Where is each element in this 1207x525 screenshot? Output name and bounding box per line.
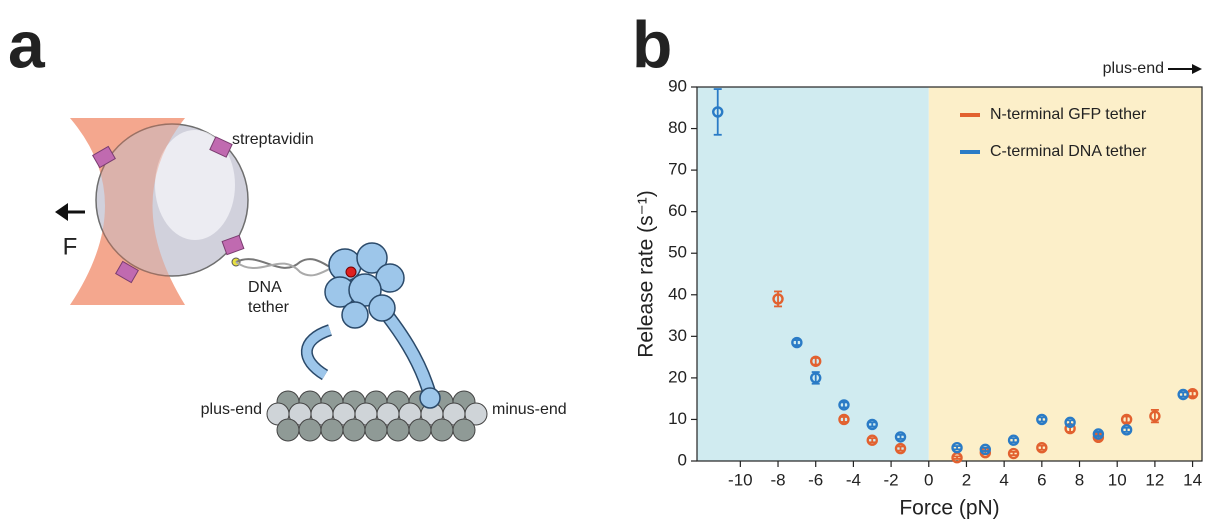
y-tick-label: 80 [668, 118, 687, 137]
x-tick-label: 8 [1075, 470, 1084, 489]
y-tick-label: 40 [668, 284, 687, 303]
bead-highlight [155, 130, 235, 240]
annotation: plus-end [1103, 60, 1164, 77]
point [1149, 410, 1161, 422]
x-tick-label: -8 [770, 470, 785, 489]
diagram: F streptavidin DNA tether plus-end [55, 118, 567, 442]
y-tick-label: 70 [668, 160, 687, 179]
point [1036, 413, 1048, 426]
point [712, 106, 724, 118]
attachment [345, 266, 357, 278]
panel-label: a [8, 7, 46, 81]
x-tick-label: 10 [1108, 470, 1127, 489]
x-tick-label: -2 [884, 470, 899, 489]
chart: 0 10 20 30 40 50 60 70 80 90 -10 -8 -6 -4 -2 0 2 4 6 8 10 12 1… [635, 60, 1203, 520]
point [1007, 434, 1020, 446]
y-tick-label: 20 [668, 367, 687, 386]
legend-label: C-terminal DNA tether [990, 143, 1147, 160]
streptavidin-label: streptavidin [232, 131, 314, 148]
x-tick-label: 12 [1145, 470, 1164, 489]
force-arrow [55, 203, 68, 221]
x-tick-label: 0 [924, 470, 933, 489]
point [772, 293, 784, 305]
tether-label: DNA [248, 279, 282, 296]
end-label: minus-end [492, 401, 567, 418]
point [1064, 416, 1076, 429]
point [1036, 442, 1048, 454]
point [838, 399, 850, 411]
point [951, 442, 963, 454]
y-tick-label: 60 [668, 201, 687, 220]
y-axis-label: Release rate (s⁻¹) [635, 190, 658, 357]
x-tick-label: 6 [1037, 470, 1046, 489]
y-tick-label: 0 [678, 450, 687, 469]
point [810, 372, 822, 384]
tether-label: tether [248, 299, 290, 316]
region-shading [928, 87, 1202, 461]
point [979, 443, 992, 456]
x-axis-label: Force (pN) [899, 497, 999, 520]
legend-label: N-terminal GFP tether [990, 106, 1147, 123]
region-shading [697, 87, 929, 461]
point [838, 413, 850, 426]
panel-label: b [632, 7, 672, 81]
microtubule [266, 387, 488, 442]
annotation-arrow [1192, 64, 1202, 74]
y-tick-label: 90 [668, 76, 687, 95]
force-label: F [63, 233, 78, 260]
y-tick-label: 50 [668, 243, 687, 262]
x-tick-label: -10 [728, 470, 753, 489]
y-tick-label: 30 [668, 326, 687, 345]
point [1092, 428, 1105, 440]
x-tick-label: 4 [999, 470, 1008, 489]
plot-frame [696, 86, 1203, 462]
x-tick-label: -4 [846, 470, 861, 489]
point [894, 431, 907, 443]
point [894, 442, 907, 455]
point [1007, 447, 1020, 460]
point [791, 336, 803, 349]
streptavidin [92, 136, 245, 284]
point [866, 434, 878, 446]
x-tick-label: 2 [962, 470, 971, 489]
point [810, 355, 822, 367]
end-label: plus-end [201, 401, 262, 418]
point [1120, 424, 1133, 436]
point [1120, 413, 1133, 426]
point [1177, 388, 1189, 401]
x-tick-label: 14 [1183, 470, 1202, 489]
kinesin [300, 242, 437, 398]
point [866, 418, 878, 431]
x-tick-label: -6 [808, 470, 823, 489]
y-tick-label: 10 [668, 409, 687, 428]
